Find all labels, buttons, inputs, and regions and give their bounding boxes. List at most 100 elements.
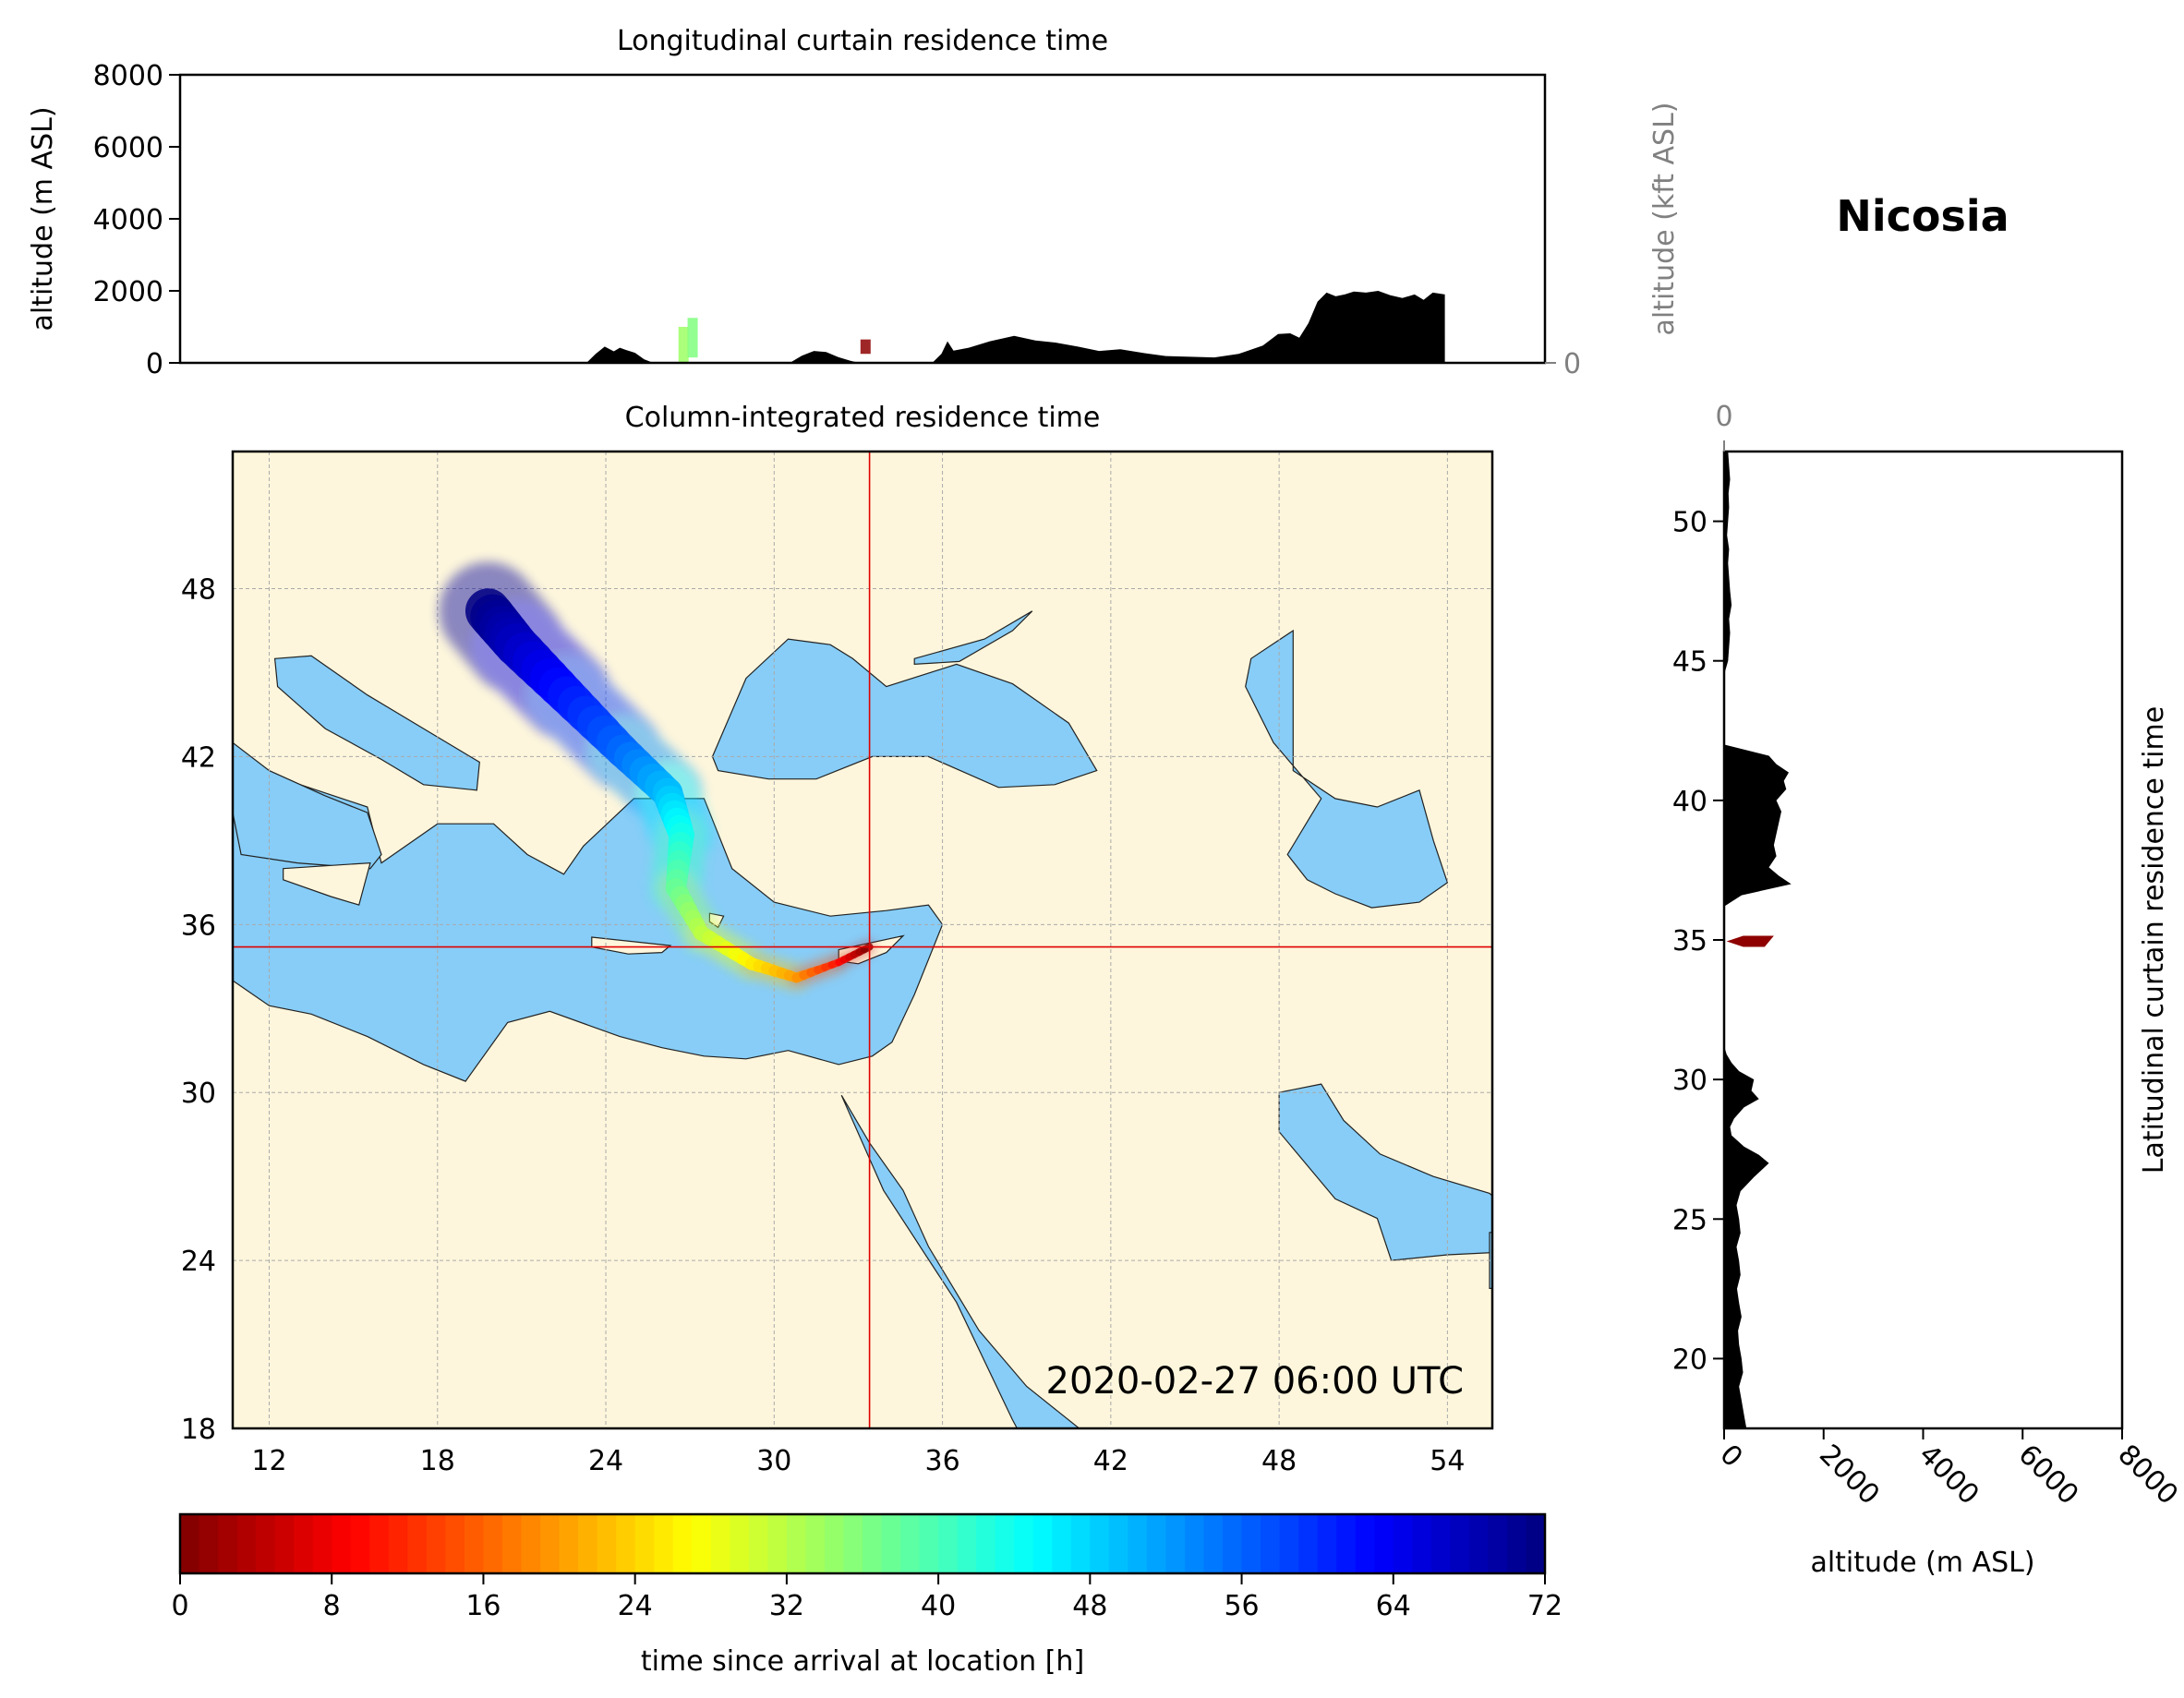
- latitudinal-grid: [1723, 452, 1725, 1428]
- longitudinal-y-axis: 0 2000 4000 6000 8000: [93, 60, 180, 380]
- longitudinal-ytick-label: 6000: [93, 132, 163, 164]
- water-body: [1245, 629, 1449, 909]
- colorbar-cell: [426, 1514, 446, 1573]
- longitudinal-curtain-title: Longitudinal curtain residence time: [617, 25, 1108, 57]
- map-panel: Column-integrated residence time 12 18 24 3…: [171, 402, 1494, 1477]
- colorbar-cell: [1070, 1514, 1091, 1573]
- latitudinal-xtick-label: 0: [1713, 1439, 1748, 1474]
- colorbar-cell: [350, 1514, 370, 1573]
- colorbar-cell: [1374, 1514, 1394, 1573]
- colorbar-cell: [616, 1514, 636, 1573]
- map-ytick-label: 48: [181, 574, 216, 607]
- colorbar-tick-label: 8: [323, 1590, 341, 1622]
- residence-plume: [439, 561, 875, 991]
- latitudinal-top-axis: 050100: [1715, 401, 1733, 452]
- colorbar-cell: [767, 1514, 788, 1573]
- colorbar-axis: 0 8 16 24 32 40 48 56 64 72: [171, 1573, 1563, 1622]
- longitudinal-plume-cell: [678, 327, 689, 363]
- colorbar-cell: [369, 1514, 390, 1573]
- colorbar-tick-label: 16: [465, 1590, 501, 1622]
- colorbar-gradient: [180, 1514, 1546, 1573]
- colorbar-cell: [236, 1514, 257, 1573]
- colorbar-tick-label: 56: [1224, 1590, 1259, 1622]
- colorbar-cell: [900, 1514, 921, 1573]
- longitudinal-ytick-label: 4000: [93, 204, 163, 236]
- colorbar-cell: [180, 1514, 200, 1573]
- colorbar-frame: [178, 1512, 1547, 1575]
- map-ytick-label: 24: [181, 1246, 216, 1278]
- colorbar-cell: [199, 1514, 219, 1573]
- map-xtick-label: 36: [924, 1445, 959, 1477]
- longitudinal-plume-cell: [687, 318, 698, 358]
- colorbar-cell: [1468, 1514, 1490, 1573]
- colorbar-cell: [1506, 1514, 1527, 1573]
- map-xtick-label: 30: [756, 1445, 791, 1477]
- colorbar-cell: [634, 1514, 655, 1573]
- colorbar-cell: [1108, 1514, 1128, 1573]
- map-ytick-label: 18: [181, 1414, 216, 1446]
- longitudinal-terrain-area: [586, 291, 1445, 363]
- colorbar-cell: [1223, 1514, 1243, 1573]
- station-name: Nicosia: [1836, 191, 2009, 241]
- location-crosshair: [233, 452, 1492, 1428]
- latitudinal-ytick-label: 40: [1672, 786, 1707, 818]
- colorbar-cell: [824, 1514, 845, 1573]
- colorbar-cell: [445, 1514, 465, 1573]
- colorbar-cell: [559, 1514, 579, 1573]
- plume-core: [465, 588, 874, 983]
- map-xtick-label: 48: [1261, 1445, 1297, 1477]
- colorbar-tick-label: 32: [769, 1590, 804, 1622]
- longitudinal-right-tick-label: 0: [1563, 348, 1581, 380]
- colorbar-cell: [710, 1514, 730, 1573]
- colorbar-cell: [654, 1514, 674, 1573]
- colorbar-cell: [672, 1514, 693, 1573]
- colorbar-cell: [218, 1514, 238, 1573]
- colorbar-cell: [274, 1514, 295, 1573]
- latitudinal-xtick-label: 8000: [2111, 1439, 2184, 1511]
- colorbar-tick-label: 72: [1527, 1590, 1563, 1622]
- colorbar-cell: [256, 1514, 276, 1573]
- latitudinal-xtick-label: 4000: [1913, 1439, 1985, 1511]
- latitudinal-curtain-title: Latitudinal curtain residence time: [2138, 706, 2170, 1174]
- water-body: [913, 610, 1033, 666]
- colorbar-cell: [805, 1514, 826, 1573]
- colorbar-cell: [540, 1514, 561, 1573]
- latitudinal-y-axis: 20 25 30 35 40 45 50: [1672, 507, 1724, 1376]
- colorbar-cell: [1412, 1514, 1432, 1573]
- colorbar-cell: [1241, 1514, 1261, 1573]
- map-xtick-label: 54: [1430, 1445, 1465, 1477]
- colorbar-cell: [1184, 1514, 1205, 1573]
- water-body: [711, 638, 1098, 789]
- map-xtick-label: 42: [1093, 1445, 1128, 1477]
- longitudinal-plume-cell: [860, 339, 871, 355]
- map-x-axis: 12 18 24 30 36 42 48 54: [251, 1445, 1465, 1477]
- island: [171, 779, 208, 841]
- colorbar-cell: [786, 1514, 807, 1573]
- map-title: Column-integrated residence time: [625, 402, 1101, 434]
- colorbar-cell: [521, 1514, 541, 1573]
- latitudinal-xtick-label: 6000: [2012, 1439, 2085, 1511]
- colorbar-tick-label: 40: [921, 1590, 956, 1622]
- colorbar-cell: [294, 1514, 314, 1573]
- colorbar-cell: [332, 1514, 352, 1573]
- colorbar-tick-label: 48: [1072, 1590, 1107, 1622]
- latitudinal-xtick-label: 2000: [1813, 1439, 1886, 1511]
- colorbar-cell: [597, 1514, 617, 1573]
- colorbar-cell: [407, 1514, 428, 1573]
- colorbar-cell: [1450, 1514, 1470, 1573]
- colorbar-tick-label: 64: [1376, 1590, 1411, 1622]
- latitudinal-top-tick-label: 0: [1715, 401, 1732, 433]
- colorbar-cell: [312, 1514, 332, 1573]
- colorbar-cell: [938, 1514, 959, 1573]
- map-y-axis: 18 24 30 36 42 48: [181, 574, 216, 1446]
- map-xtick-label: 18: [420, 1445, 455, 1477]
- colorbar-cell: [1128, 1514, 1148, 1573]
- colorbar-cell: [1317, 1514, 1337, 1573]
- colorbar-cell: [1298, 1514, 1319, 1573]
- colorbar-cell: [1261, 1514, 1281, 1573]
- latitudinal-ytick-label: 25: [1672, 1204, 1707, 1236]
- longitudinal-curtain-panel: Longitudinal curtain residence time 0 200…: [27, 25, 1681, 380]
- longitudinal-ytick-label: 8000: [93, 60, 163, 92]
- latitudinal-ytick-label: 50: [1672, 507, 1707, 539]
